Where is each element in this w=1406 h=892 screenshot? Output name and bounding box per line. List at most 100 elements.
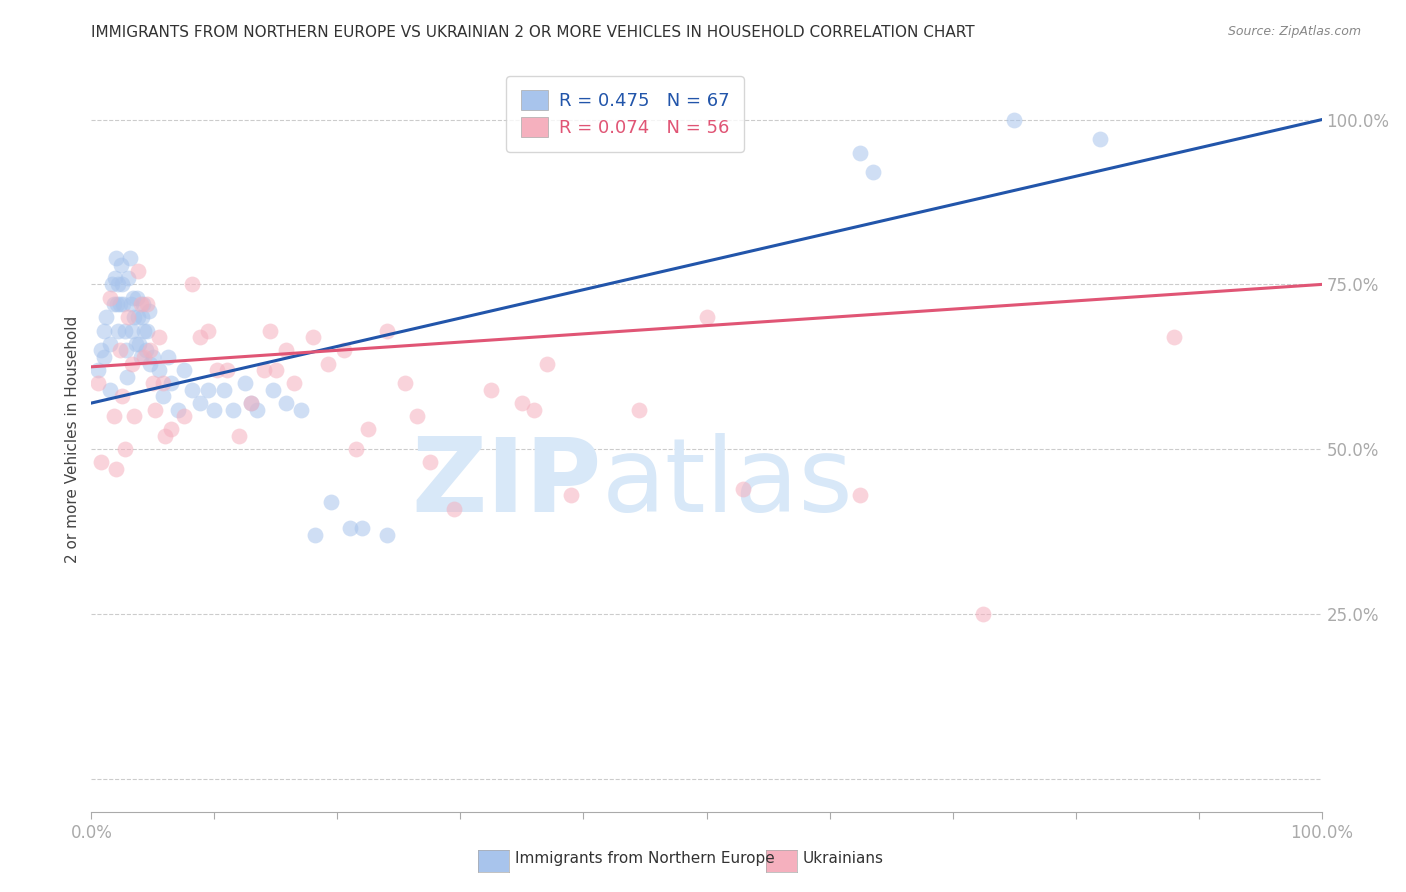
- Point: [246, 402, 269, 417]
- Point: [96, 310, 117, 325]
- Point: [181, 277, 204, 292]
- Point: [274, 343, 297, 358]
- Point: [849, 145, 872, 160]
- Point: [156, 350, 179, 364]
- Point: [124, 409, 146, 424]
- Point: [153, 429, 177, 443]
- Point: [86, 363, 108, 377]
- Point: [122, 291, 145, 305]
- Point: [118, 251, 141, 265]
- Point: [222, 402, 245, 417]
- Text: IMMIGRANTS FROM NORTHERN EUROPE VS UKRAINIAN 2 OR MORE VEHICLES IN HOUSEHOLD COR: IMMIGRANTS FROM NORTHERN EUROPE VS UKRAI…: [91, 25, 974, 40]
- Point: [132, 297, 155, 311]
- Point: [160, 422, 183, 436]
- Point: [111, 277, 134, 292]
- Point: [107, 324, 129, 338]
- Text: Source: ZipAtlas.com: Source: ZipAtlas.com: [1227, 25, 1361, 38]
- Point: [152, 389, 174, 403]
- Point: [253, 363, 276, 377]
- Point: [479, 383, 502, 397]
- Point: [152, 376, 174, 391]
- Point: [264, 363, 287, 377]
- Point: [188, 396, 211, 410]
- Y-axis label: 2 or more Vehicles in Household: 2 or more Vehicles in Household: [65, 316, 80, 563]
- Point: [117, 270, 139, 285]
- Point: [202, 402, 225, 417]
- Point: [301, 330, 323, 344]
- Point: [101, 277, 124, 292]
- Point: [145, 402, 166, 417]
- Point: [114, 343, 138, 358]
- Point: [205, 363, 228, 377]
- Point: [134, 350, 156, 364]
- Point: [173, 409, 195, 424]
- Point: [181, 383, 204, 397]
- Point: [290, 402, 312, 417]
- Point: [197, 324, 219, 338]
- Point: [1163, 330, 1185, 344]
- Point: [131, 310, 153, 325]
- Point: [107, 277, 129, 292]
- Point: [316, 357, 339, 371]
- Point: [259, 324, 281, 338]
- Point: [112, 297, 135, 311]
- Point: [233, 376, 256, 391]
- Point: [115, 369, 138, 384]
- Point: [339, 521, 361, 535]
- Point: [142, 350, 165, 364]
- Point: [129, 297, 152, 311]
- Point: [849, 488, 872, 502]
- Text: ZIP: ZIP: [412, 434, 602, 534]
- Point: [90, 343, 112, 358]
- Point: [523, 402, 546, 417]
- Point: [139, 343, 162, 358]
- Point: [240, 396, 263, 410]
- Point: [138, 303, 160, 318]
- Point: [120, 297, 142, 311]
- Point: [304, 528, 326, 542]
- Point: [103, 409, 125, 424]
- Point: [160, 376, 183, 391]
- Point: [98, 291, 121, 305]
- Point: [627, 402, 650, 417]
- Point: [173, 363, 195, 377]
- Point: [142, 376, 165, 391]
- Point: [215, 363, 238, 377]
- Point: [166, 402, 188, 417]
- Point: [344, 442, 367, 457]
- Text: Immigrants from Northern Europe: Immigrants from Northern Europe: [515, 851, 775, 866]
- Point: [134, 324, 156, 338]
- Point: [510, 396, 533, 410]
- Point: [125, 291, 148, 305]
- Point: [128, 336, 150, 351]
- Point: [733, 482, 755, 496]
- Point: [121, 357, 143, 371]
- Point: [695, 310, 717, 325]
- Point: [332, 343, 354, 358]
- Point: [321, 495, 343, 509]
- Point: [419, 455, 441, 469]
- Point: [135, 297, 157, 311]
- Point: [124, 310, 146, 325]
- Point: [536, 357, 558, 371]
- Point: [105, 297, 128, 311]
- Point: [1088, 132, 1111, 146]
- Point: [105, 462, 127, 476]
- Point: [394, 376, 416, 391]
- Point: [117, 310, 139, 325]
- Point: [375, 528, 398, 542]
- Point: [148, 363, 170, 377]
- Point: [90, 455, 112, 469]
- Point: [129, 350, 152, 364]
- Point: [108, 297, 131, 311]
- Point: [121, 324, 143, 338]
- Text: Ukrainians: Ukrainians: [803, 851, 884, 866]
- Point: [560, 488, 582, 502]
- Point: [127, 310, 149, 325]
- Point: [148, 330, 170, 344]
- Point: [93, 350, 115, 364]
- Legend: R = 0.475   N = 67, R = 0.074   N = 56: R = 0.475 N = 67, R = 0.074 N = 56: [506, 76, 744, 152]
- Point: [103, 297, 125, 311]
- Point: [862, 165, 884, 179]
- Point: [357, 422, 380, 436]
